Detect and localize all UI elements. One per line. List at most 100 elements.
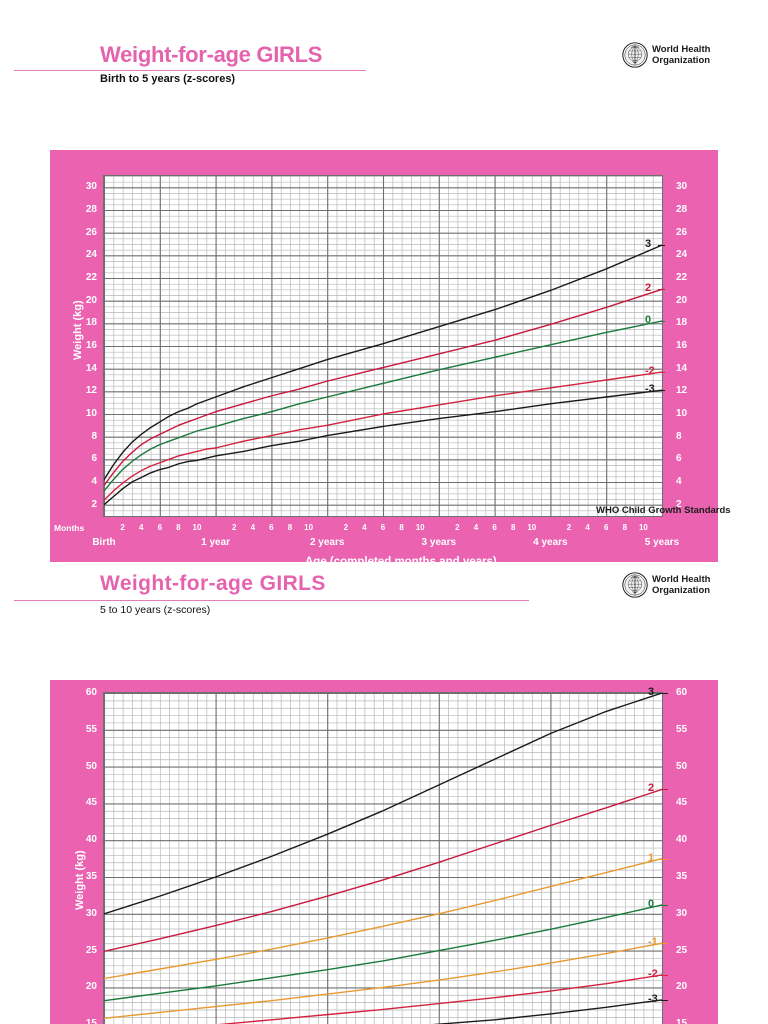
- y-axis-tick-right-20: 20: [676, 981, 688, 993]
- y-axis-tick-right-12: 12: [676, 385, 688, 397]
- y-axis-tick-right-40: 40: [676, 834, 688, 846]
- z-score-leader-line: [658, 245, 665, 247]
- x-axis-month-tick: 10: [638, 523, 648, 532]
- z-score-label-2: 2: [648, 782, 655, 795]
- z-score-leader-line: [658, 390, 665, 392]
- y-axis-tick-left-28: 28: [85, 204, 97, 215]
- z-score-leader-line: [658, 289, 665, 291]
- chart1-subtitle: Birth to 5 years (z-scores): [100, 73, 236, 85]
- x-axis-month-tick: 8: [622, 523, 628, 532]
- x-axis-year-label: 5 years: [644, 537, 680, 548]
- who-emblem-icon: [622, 42, 648, 68]
- z-score-leader-line: [661, 858, 668, 860]
- y-axis-tick-right-24: 24: [676, 249, 688, 261]
- chart1-header: Weight-for-age GIRLS Birth to 5 years (z…: [0, 40, 768, 102]
- z-score-leader-line: [661, 693, 668, 694]
- y-axis-tick-right-15: 15: [676, 1018, 688, 1024]
- x-axis-month-tick: 8: [176, 523, 181, 532]
- y-axis-tick-right-25: 25: [676, 944, 688, 956]
- chart1-title: Weight-for-age GIRLS: [100, 42, 323, 67]
- z-score-label-minus3: -3: [645, 383, 655, 396]
- z-score-label-3: 3: [645, 238, 652, 251]
- z-score-leader-line: [661, 974, 668, 976]
- x-axis-month-tick: 6: [492, 523, 497, 532]
- plot-area-birth-to-5-years: [103, 175, 663, 517]
- x-axis-year-label: 4 years: [533, 537, 568, 548]
- y-axis-tick-left-20: 20: [85, 981, 97, 993]
- y-axis-tick-right-30: 30: [676, 907, 688, 919]
- x-axis-month-tick: 8: [399, 523, 404, 532]
- x-axis-month-tick: 8: [287, 523, 293, 532]
- x-axis-month-tick: 6: [269, 523, 274, 532]
- y-axis-tick-right-45: 45: [676, 797, 688, 809]
- x-axis-month-tick: 4: [585, 523, 590, 532]
- z-score-leader-line: [658, 372, 665, 374]
- who-line-1: World Health: [652, 574, 711, 585]
- y-axis-tick-left-24: 24: [85, 249, 97, 261]
- y-axis-tick-left-25: 25: [85, 944, 97, 956]
- y-axis-tick-right-55: 55: [676, 723, 688, 735]
- z-score-label-1: 1: [648, 851, 655, 864]
- who-line-2: Organization: [652, 55, 711, 66]
- curve-z-0: [104, 320, 662, 492]
- x-axis-year-label: Birth: [92, 537, 116, 548]
- chart2-who-logo: World Health Organization: [622, 572, 710, 598]
- y-axis-tick-right-4: 4: [676, 476, 682, 487]
- y-axis-title: Weight (kg): [74, 850, 86, 910]
- who-line-2: Organization: [652, 585, 711, 596]
- who-standards-footnote: WHO Child Growth Standards: [596, 505, 731, 516]
- curve-z-minus1: [104, 942, 662, 1020]
- y-axis-tick-right-14: 14: [676, 362, 688, 374]
- chart2-header: Weight-for-age GIRLS 5 to 10 years (z-sc…: [0, 570, 768, 632]
- y-axis-tick-left-30: 30: [85, 907, 97, 919]
- z-score-label-minus2: -2: [645, 365, 655, 378]
- z-score-label-0: 0: [645, 314, 652, 327]
- y-axis-tick-right-28: 28: [676, 204, 688, 215]
- y-axis-tick-left-12: 12: [85, 385, 97, 397]
- y-axis-tick-right-6: 6: [676, 453, 682, 465]
- y-axis-tick-right-60: 60: [676, 687, 688, 698]
- curve-z-0: [104, 904, 662, 1002]
- row-label-months: Months: [54, 523, 85, 533]
- z-score-leader-line: [661, 904, 668, 906]
- y-axis-tick-left-20: 20: [85, 294, 97, 306]
- x-axis-month-tick: 2: [343, 523, 349, 532]
- y-axis-tick-right-50: 50: [676, 760, 688, 772]
- x-axis-year-label: 3 years: [421, 537, 457, 548]
- y-axis-tick-left-55: 55: [85, 723, 97, 735]
- y-axis-tick-right-10: 10: [676, 408, 688, 419]
- y-axis-tick-right-20: 20: [676, 294, 688, 306]
- x-axis-month-tick: 4: [250, 523, 256, 532]
- x-axis-month-tick: 10: [527, 523, 537, 532]
- curve-z-2: [104, 788, 662, 953]
- chart-panel-birth-to-5-years: Weight-for-age GIRLS Birth to 5 years (z…: [0, 40, 768, 568]
- z-score-label-minus1: -1: [648, 936, 658, 949]
- x-axis-month-tick: 10: [415, 523, 425, 532]
- x-axis-month-tick: 2: [120, 523, 125, 532]
- z-score-label-minus3: -3: [648, 992, 658, 1005]
- y-axis-tick-left-26: 26: [85, 226, 97, 238]
- x-axis-month-tick: 4: [473, 523, 479, 532]
- z-score-label-0: 0: [648, 897, 655, 910]
- y-axis-tick-right-16: 16: [676, 340, 688, 351]
- z-score-leader-line: [658, 321, 665, 323]
- y-axis-tick-right-8: 8: [676, 430, 682, 442]
- who-emblem-icon: [622, 572, 648, 598]
- y-axis-tick-left-30: 30: [85, 181, 97, 193]
- y-axis-tick-left-14: 14: [85, 362, 97, 374]
- x-axis-month-tick: 10: [192, 523, 202, 532]
- plot-area-5-to-10-years: [103, 692, 663, 1024]
- y-axis-tick-left-22: 22: [85, 272, 97, 283]
- x-axis-title: Age (completed months and years): [305, 556, 497, 568]
- x-axis-year-label: 2 years: [309, 537, 345, 548]
- y-axis-tick-left-35: 35: [85, 871, 97, 882]
- chart-panel-5-to-10-years: Weight-for-age GIRLS 5 to 10 years (z-sc…: [0, 570, 768, 1024]
- chart2-title: Weight-for-age GIRLS: [100, 572, 326, 595]
- y-axis-tick-right-30: 30: [676, 181, 688, 193]
- who-org-text: World Health Organization: [652, 44, 710, 66]
- y-axis-tick-left-16: 16: [85, 340, 97, 351]
- who-line-1: World Health: [652, 44, 711, 55]
- z-score-label-3: 3: [648, 686, 655, 698]
- who-org-text: World Health Organization: [652, 574, 710, 596]
- y-axis-tick-right-35: 35: [676, 871, 688, 882]
